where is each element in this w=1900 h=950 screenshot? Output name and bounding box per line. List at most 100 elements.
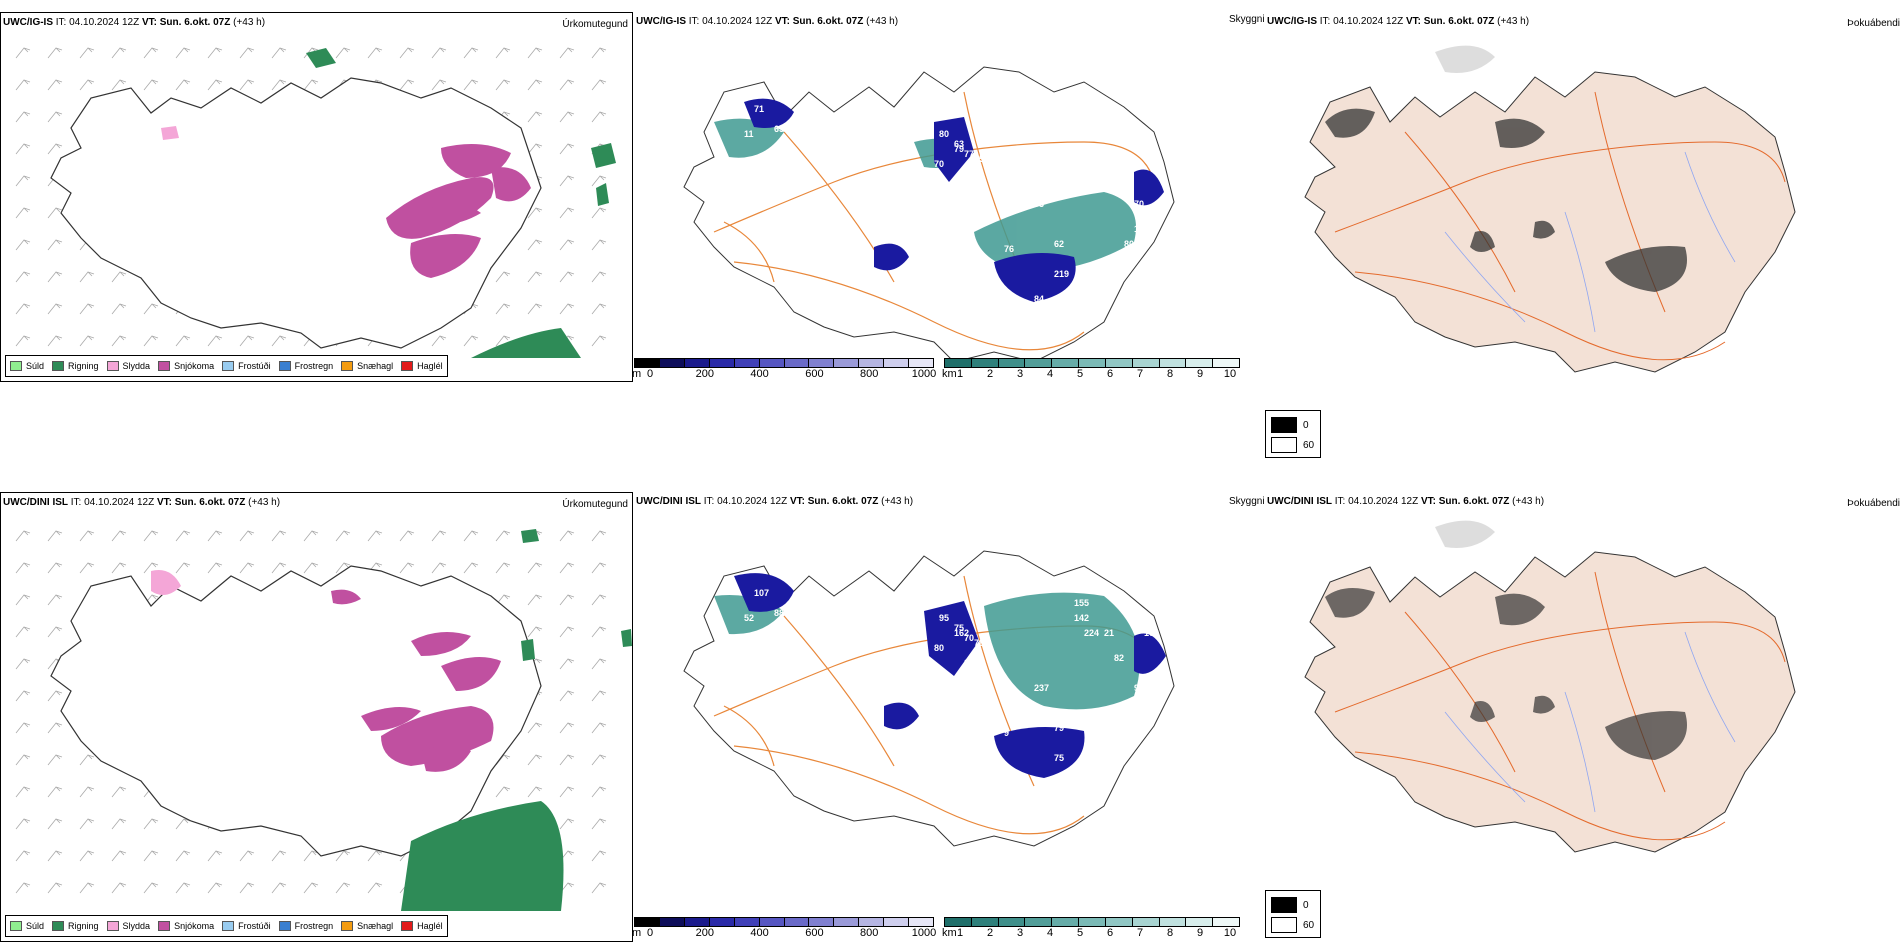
legend-swatch [341,921,354,931]
wind-barb [591,239,607,251]
visibility-value-label: 225 [1074,129,1089,139]
wind-barb [175,850,191,862]
legend-label: Slydda [122,921,151,931]
wind-barb [271,882,287,894]
colorbar-tick: 1 [956,368,964,380]
colorbar-tick: 0 [646,927,654,939]
wind-barb [143,562,159,574]
panel-field-name: Þokuábendi [1847,18,1900,29]
visibility-colorbar: 1 2 3 4 5 6 7 8 9 10 km [942,917,1240,939]
visibility-value-label: 249 [1084,144,1099,154]
fog-legend-swatch [1271,417,1297,433]
legend-label: Snjókoma [174,361,215,371]
precip-type-panel-igis: UWC/IG-IS IT: 04.10.2024 12Z VT: Sun. 6.… [0,12,633,382]
wind-barb [15,79,31,91]
wind-barb [175,47,191,59]
wind-barb [559,530,575,542]
wind-barb [15,47,31,59]
colorbar-tick: 4 [1046,368,1054,380]
fog-offshore-gray [1435,520,1495,548]
colorbar-tick: 800 [860,927,879,939]
visibility-colorbar-ticks: 1 2 3 4 5 6 7 8 9 10 [944,368,1240,380]
wind-barb [111,79,127,91]
wind-barb [527,754,543,766]
wind-barb [47,850,63,862]
wind-barb [559,143,575,155]
wind-barb [591,530,607,542]
fog-indicator-areas [1325,588,1687,760]
fog-legend: 0 60 [1265,890,1321,938]
wind-barb [15,850,31,862]
wind-barb [79,786,95,798]
colorbar-segment [709,359,735,367]
legend-swatch [158,361,171,371]
visibility-value-label: 80 [1124,239,1134,249]
wind-barb [303,882,319,894]
visibility-value-label: 155 [1074,598,1089,608]
visibility-value-label: 84 [1034,294,1044,304]
legend-swatch [158,921,171,931]
colorbar-segment [1052,359,1080,367]
visibility-value-label: 80 [934,643,944,653]
colorbar-segment [759,359,785,367]
wind-barb [47,111,63,123]
height-areas [744,98,1164,302]
wind-barb [399,530,415,542]
visibility-value-label: 246 [964,658,979,668]
wind-barb [207,47,223,59]
wind-barb [143,335,159,347]
colorbar-tick: 3 [1016,927,1024,939]
visibility-value-label: 70 [1134,199,1144,209]
wind-barb [591,594,607,606]
wind-barb [591,690,607,702]
panel-field-name: Þokuábendi [1847,498,1900,509]
wind-barb [495,47,511,59]
wind-barb [495,786,511,798]
wind-barb [527,79,543,91]
legend-label: Frostregn [294,361,334,371]
wind-barb [303,47,319,59]
fog-map [1304,45,1796,373]
colorbar-segment [1213,359,1239,367]
visibility-value-label: 76 [1004,244,1014,254]
colorbar-segment [659,918,685,926]
snow-areas [386,144,531,278]
legend-label: Rigning [68,361,99,371]
colorbar-segment [1159,918,1187,926]
colorbar-segment [684,359,710,367]
visibility-colorbar: 1 2 3 4 5 6 7 8 9 10 km [942,358,1240,380]
visibility-value-label: 32 [1104,144,1114,154]
legend-swatch [341,361,354,371]
wind-barb [463,335,479,347]
precip-map [15,529,632,911]
visibility-colorbar-bar [944,358,1240,368]
colorbar-tick: 10 [1223,368,1237,380]
colorbar-segment [734,359,760,367]
visibility-value-label: 75 [1054,753,1064,763]
wind-barb [111,818,127,830]
panel-title: UWC/DINI ISL IT: 04.10.2024 12Z VT: Sun.… [636,496,914,507]
wind-barb [591,882,607,894]
visibility-value-label: 162 [954,628,969,638]
wind-barb [47,271,63,283]
wind-barb [527,239,543,251]
visibility-value-label: 18 [1034,778,1044,788]
wind-barb [47,303,63,315]
visibility-value-label: 75 [954,623,964,633]
wind-barb [399,79,415,91]
legend-label: Frostregn [294,921,334,931]
visibility-value-label: 12 [864,224,874,234]
colorbar-tick: 5 [1076,927,1084,939]
wind-barb [207,530,223,542]
wind-barb [271,562,287,574]
wind-barb [47,335,63,347]
wind-barb [527,562,543,574]
height-colorbar: 0 200 400 600 800 1000 m [632,358,936,380]
legend-item: Haglél [401,921,443,931]
height-colorbar: 0 200 400 600 800 1000 m [632,917,936,939]
wind-barb [527,626,543,638]
fog-road-network [1334,91,1786,361]
wind-barb [527,47,543,59]
fog-legend-label: 0 [1303,899,1309,911]
visibility-value-label: 170 [1144,628,1159,638]
